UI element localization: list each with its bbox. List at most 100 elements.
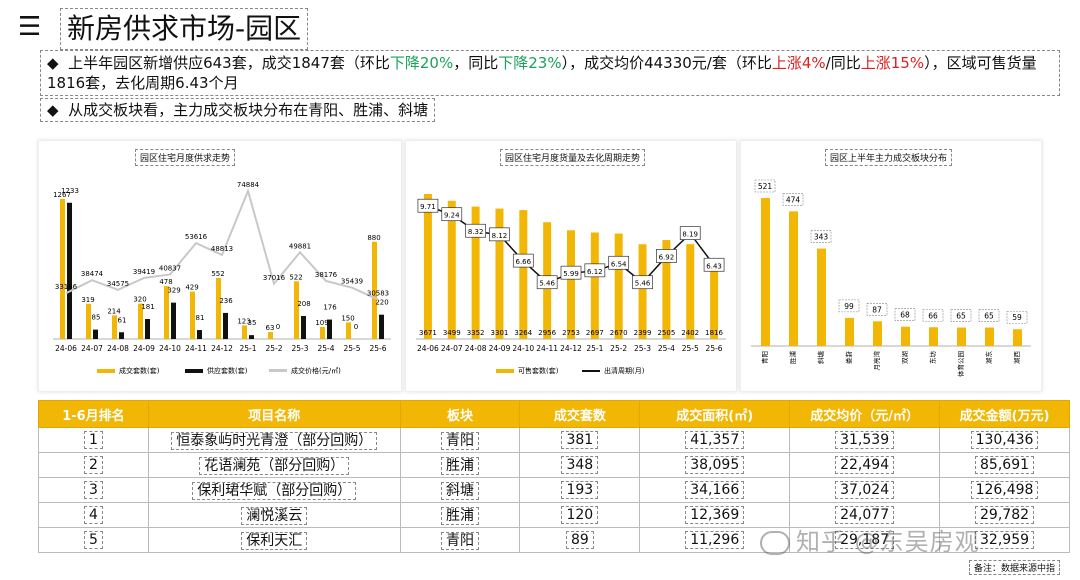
x-tick-label: 25-6 [369, 344, 386, 353]
cell-text: 4 [83, 506, 103, 524]
column-header: 项目名称 [147, 400, 401, 428]
x-tick-label: 24-06 [55, 344, 77, 353]
label-box-cycle [703, 257, 725, 272]
cell-text: 11,296 [685, 531, 745, 549]
label-inventory: 1816 [705, 329, 723, 337]
label-supply: 176 [323, 304, 337, 312]
x-tick-label: 24-10 [159, 344, 181, 353]
label-supply: 208 [297, 300, 310, 308]
label-box-sector [894, 308, 916, 321]
source-note: 备注：数据来源中指 [968, 560, 1060, 575]
x-tick-label: 25-4 [658, 344, 675, 353]
bar-inventory [662, 240, 671, 339]
chart3-title: 园区上半年主力成交板块分布 [825, 149, 953, 166]
cell-text: 381 [561, 431, 599, 449]
cell-text: 193 [561, 481, 599, 499]
cell-text: 1 [83, 431, 103, 449]
x-tick-label: 斜塘 [816, 351, 825, 365]
label-deals: 150 [341, 314, 354, 322]
table-cell: 保利珺华赋（部分回购） [147, 477, 401, 503]
label-supply: 81 [196, 314, 205, 322]
label-box-sector [838, 299, 860, 313]
bar-inventory [638, 244, 647, 339]
x-tick-label: 24-08 [107, 344, 129, 353]
label-box-sector [950, 309, 972, 322]
bar-supply [171, 302, 176, 339]
cell-text: 130,436 [970, 431, 1039, 449]
cell-text: 22,494 [835, 456, 895, 474]
x-tick-label: 25-1 [239, 344, 256, 353]
x-tick-label: 25-1 [586, 344, 603, 353]
bar-deals [138, 303, 143, 339]
bar-deals [242, 325, 247, 339]
x-tick-label: 25-5 [343, 344, 360, 353]
panel-inventory: 园区住宅月度货量及去化周期走势 3671 24-06 3499 24-07 3352 24… [405, 140, 737, 392]
legend-price-text: 成交价格(元/㎡) [291, 366, 341, 375]
label-price: 40837 [159, 264, 181, 272]
table-row: 2 花语澜苑（部分回购） 胜浦 348 38,095 22,494 85,691 [38, 452, 1070, 478]
label-supply: 0 [354, 323, 358, 331]
table-cell: 恒泰象屿时光青澄（部分回购） [147, 427, 401, 453]
label-cycle: 9.24 [444, 212, 460, 220]
legend-deals-swatch [97, 369, 115, 373]
label-supply: 329 [167, 287, 180, 295]
bar-inventory [710, 267, 719, 339]
cell-text: 花语澜苑（部分回购） [199, 457, 350, 475]
label-cycle: 6.92 [659, 253, 675, 261]
bar-inventory [519, 210, 528, 339]
x-tick-label: 24-09 [489, 344, 511, 353]
table-cell: 126,498 [939, 477, 1070, 503]
label-deals: 1267 [53, 191, 71, 199]
table-cell: 41,357 [639, 427, 791, 453]
bar-sector [1013, 329, 1022, 346]
cell-text: 89 [565, 531, 594, 549]
label-box-cycle [560, 265, 582, 280]
bar-supply [327, 319, 332, 339]
label-box-sector [782, 193, 804, 206]
label-cycle: 8.12 [492, 232, 508, 240]
x-tick-label: 25-2 [610, 344, 627, 353]
x-tick-label: 25-2 [265, 344, 282, 353]
label-price: 33186 [55, 283, 78, 291]
chart3-svg: 521 青阳 474 胜浦 343 斜塘 99 娄葑 87 月亮湾 68 双湖 66 东坊 65 体育公园 65… [751, 179, 1031, 377]
column-header: 成交面积(㎡) [639, 400, 791, 428]
table-row: 3 保利珺华赋（部分回购） 斜塘 193 34,166 37,024 126,498 [38, 477, 1070, 503]
label-deals: 552 [211, 270, 224, 278]
label-supply: 61 [118, 316, 127, 324]
bullet-sectors: ◆ 从成交板块看，主力成交板块分布在青阳、胜浦、斜塘 [40, 98, 436, 122]
bar-deals [268, 332, 273, 339]
x-tick-label: 24-12 [560, 344, 582, 353]
table-cell: 12,369 [639, 502, 791, 528]
label-price: 37016 [263, 274, 286, 282]
label-box-cycle [584, 263, 606, 278]
chart2-svg: 3671 24-06 3499 24-07 3352 24-08 3301 24-093264… [416, 194, 726, 375]
label-inventory: 2753 [562, 329, 580, 337]
label-cycle: 6.54 [611, 260, 627, 268]
label-sector: 68 [900, 311, 910, 320]
menu-icon[interactable]: ☰ [18, 12, 42, 42]
label-cycle: 8.32 [468, 228, 484, 236]
label-deals: 478 [159, 278, 172, 286]
x-tick-label: 24-07 [441, 344, 463, 353]
bar-inventory [590, 232, 599, 339]
ranking-table: 1-6月排名 项目名称 板块 成交套数 成交面积(㎡) 成交均价（元/㎡） 成交金额(万元)… [38, 400, 1070, 553]
cell-text: 120 [561, 506, 599, 524]
table-row: 4 澜悦溪云 胜浦 120 12,369 24,077 29,782 [38, 502, 1070, 528]
label-cycle: 6.43 [706, 262, 722, 270]
legend-supply-swatch [185, 369, 203, 373]
bar-supply [223, 312, 228, 339]
label-inventory: 2402 [681, 329, 699, 337]
label-inventory: 3352 [467, 329, 485, 337]
table-cell: 1 [38, 427, 149, 453]
label-deals: 319 [81, 296, 94, 304]
line-price [65, 187, 379, 301]
label-box-cycle [679, 226, 701, 240]
bar-deals [320, 326, 325, 339]
table-cell: 澜悦溪云 [147, 502, 401, 528]
x-tick-label: 东坊 [928, 351, 937, 365]
bar-supply [67, 202, 72, 339]
label-box-sector [1006, 310, 1028, 324]
label-price: 49881 [289, 242, 311, 250]
table-cell: 3 [38, 477, 149, 503]
legend-inventory-swatch [496, 369, 514, 373]
